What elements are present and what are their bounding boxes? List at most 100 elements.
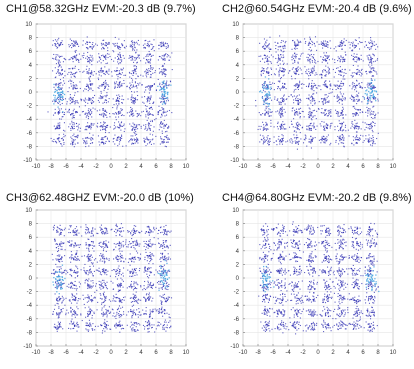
data-point xyxy=(83,303,85,305)
data-point xyxy=(61,286,63,288)
data-point xyxy=(278,72,280,74)
data-point xyxy=(167,44,169,46)
data-point xyxy=(73,122,75,124)
data-point xyxy=(359,109,361,111)
data-point xyxy=(359,71,361,73)
data-point xyxy=(337,125,339,127)
data-point xyxy=(262,87,264,89)
data-point xyxy=(97,325,99,327)
data-point xyxy=(325,60,327,62)
data-point xyxy=(287,72,290,74)
data-point xyxy=(88,232,90,234)
data-point xyxy=(59,259,61,261)
data-point xyxy=(290,138,292,140)
data-point xyxy=(370,37,372,39)
data-point xyxy=(80,100,82,102)
data-point xyxy=(307,44,309,46)
data-point xyxy=(93,270,95,272)
data-point xyxy=(104,324,106,326)
data-point xyxy=(86,36,88,38)
data-point xyxy=(347,129,349,131)
data-point xyxy=(124,47,126,49)
data-point xyxy=(354,113,356,115)
data-point xyxy=(307,60,309,62)
data-point xyxy=(154,72,156,74)
data-point xyxy=(354,126,356,128)
data-point xyxy=(106,328,108,330)
data-point xyxy=(120,85,122,87)
data-point xyxy=(101,113,103,115)
data-point xyxy=(357,96,359,98)
data-point xyxy=(56,314,58,316)
data-point xyxy=(116,74,118,76)
data-point xyxy=(116,269,118,271)
data-point xyxy=(117,69,119,72)
data-point xyxy=(352,81,354,83)
data-point xyxy=(57,84,59,86)
x-tick-label: -8 xyxy=(48,164,54,170)
data-point xyxy=(63,111,65,114)
data-point xyxy=(88,313,91,315)
data-point xyxy=(352,97,354,99)
data-point xyxy=(144,105,147,107)
data-point-dense xyxy=(164,91,167,93)
data-point xyxy=(103,241,105,243)
data-point xyxy=(292,58,295,60)
data-point xyxy=(153,46,155,48)
data-point xyxy=(115,139,117,141)
data-point xyxy=(74,56,76,59)
data-point xyxy=(100,241,102,243)
data-point xyxy=(165,84,167,86)
data-point xyxy=(103,328,105,330)
data-point xyxy=(97,87,99,89)
data-point xyxy=(72,139,74,141)
data-point xyxy=(119,253,121,255)
data-point xyxy=(114,45,116,47)
data-point-dense xyxy=(161,88,164,90)
data-point xyxy=(342,56,344,58)
data-point xyxy=(102,109,104,111)
data-point xyxy=(354,119,356,121)
data-point xyxy=(147,45,149,47)
data-point xyxy=(122,328,125,330)
data-point xyxy=(263,70,265,72)
data-point xyxy=(88,259,90,261)
data-point xyxy=(91,299,93,301)
data-point xyxy=(119,62,121,64)
data-point xyxy=(68,44,70,46)
data-point xyxy=(329,72,331,74)
data-point xyxy=(324,58,326,60)
data-point xyxy=(163,63,166,65)
data-point xyxy=(106,281,108,283)
data-point xyxy=(276,62,278,64)
data-point xyxy=(129,138,132,140)
data-point xyxy=(76,257,78,259)
data-point xyxy=(358,83,360,85)
data-point xyxy=(338,102,340,104)
data-point xyxy=(330,125,332,127)
data-point xyxy=(121,114,123,116)
data-point xyxy=(259,60,261,62)
data-point xyxy=(368,42,371,44)
data-point xyxy=(160,109,162,111)
data-point xyxy=(118,137,120,139)
data-point xyxy=(295,142,297,145)
data-point xyxy=(280,140,282,142)
data-point xyxy=(361,68,363,70)
data-point xyxy=(297,84,299,86)
data-point xyxy=(75,244,78,246)
data-point xyxy=(66,103,68,105)
data-point xyxy=(106,288,109,290)
data-point xyxy=(133,44,135,46)
data-point xyxy=(121,85,123,87)
data-point xyxy=(153,101,155,103)
data-point xyxy=(102,70,104,72)
data-point xyxy=(267,72,269,74)
data-point xyxy=(325,65,327,67)
data-point xyxy=(129,271,131,274)
data-point-dense xyxy=(62,92,64,95)
data-point xyxy=(69,68,71,70)
data-point xyxy=(307,113,310,115)
data-point xyxy=(149,315,151,317)
data-point xyxy=(290,94,292,96)
